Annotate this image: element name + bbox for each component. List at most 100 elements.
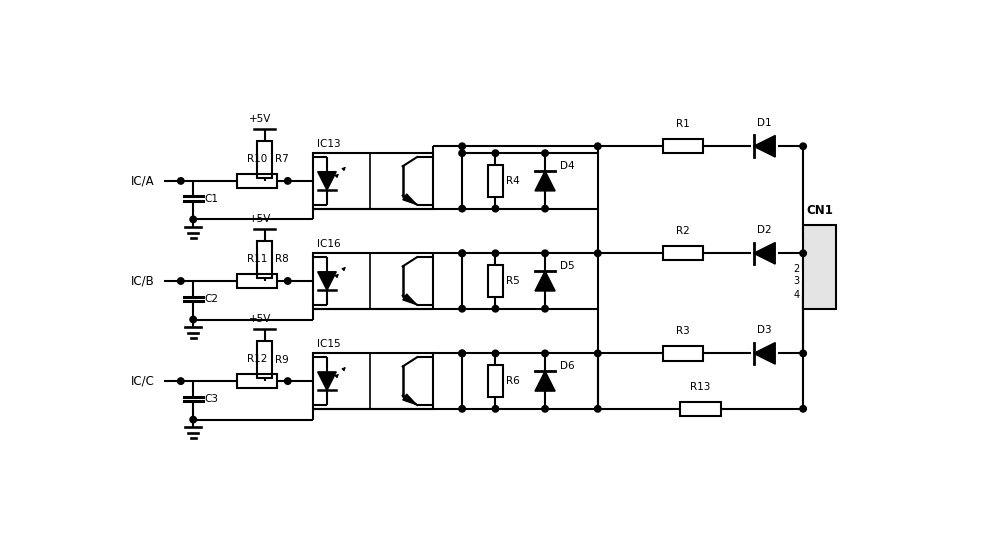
Text: N: N xyxy=(816,290,824,300)
Polygon shape xyxy=(403,294,416,305)
Circle shape xyxy=(178,378,184,384)
Text: IC13: IC13 xyxy=(317,138,341,149)
Polygon shape xyxy=(754,243,775,264)
Circle shape xyxy=(542,205,548,212)
Text: IC15: IC15 xyxy=(317,339,341,349)
Circle shape xyxy=(800,405,806,412)
Text: IC16: IC16 xyxy=(317,239,341,249)
Text: R10: R10 xyxy=(247,154,267,164)
Text: R12: R12 xyxy=(247,354,267,364)
Polygon shape xyxy=(403,194,416,204)
Text: B: B xyxy=(816,264,823,275)
Circle shape xyxy=(459,205,465,212)
Polygon shape xyxy=(403,394,416,404)
Circle shape xyxy=(284,178,291,184)
Text: A: A xyxy=(816,234,823,244)
Text: R1: R1 xyxy=(676,119,690,129)
Text: R5: R5 xyxy=(506,276,520,286)
Text: C: C xyxy=(816,276,823,286)
Circle shape xyxy=(190,216,196,223)
Polygon shape xyxy=(318,272,336,290)
Bar xyxy=(663,346,703,360)
Circle shape xyxy=(800,250,806,257)
Text: IC/B: IC/B xyxy=(131,275,155,288)
Circle shape xyxy=(492,205,499,212)
Circle shape xyxy=(542,150,548,156)
Polygon shape xyxy=(535,271,555,291)
Text: 2: 2 xyxy=(793,264,799,275)
Circle shape xyxy=(542,405,548,412)
Text: +5V: +5V xyxy=(249,214,271,224)
Bar xyxy=(803,225,836,308)
Text: R9: R9 xyxy=(275,355,289,365)
Circle shape xyxy=(459,405,465,412)
Bar xyxy=(237,374,277,388)
Text: R6: R6 xyxy=(506,376,520,386)
Bar xyxy=(313,153,433,209)
Text: +5V: +5V xyxy=(249,114,271,124)
Circle shape xyxy=(459,350,465,356)
Text: D5: D5 xyxy=(560,261,574,271)
Text: CN1: CN1 xyxy=(806,204,833,217)
Bar xyxy=(488,265,503,297)
Text: D6: D6 xyxy=(560,361,574,371)
Text: R4: R4 xyxy=(506,176,520,186)
Bar xyxy=(663,139,703,153)
Polygon shape xyxy=(318,372,336,390)
Circle shape xyxy=(594,143,601,149)
Bar xyxy=(313,253,433,308)
Circle shape xyxy=(800,350,806,356)
Bar xyxy=(488,165,503,197)
Text: C3: C3 xyxy=(205,394,219,404)
Bar xyxy=(313,353,433,409)
Circle shape xyxy=(459,143,465,149)
Bar xyxy=(237,174,277,188)
Polygon shape xyxy=(318,172,336,190)
Text: R7: R7 xyxy=(275,154,289,165)
Bar xyxy=(680,402,721,416)
Circle shape xyxy=(190,416,196,423)
Circle shape xyxy=(800,143,806,149)
Text: IC/C: IC/C xyxy=(131,374,155,387)
Circle shape xyxy=(459,150,465,156)
Polygon shape xyxy=(535,371,555,391)
Text: D4: D4 xyxy=(560,161,574,171)
Circle shape xyxy=(190,316,196,323)
Bar xyxy=(257,341,272,378)
Text: C1: C1 xyxy=(205,193,219,204)
Circle shape xyxy=(492,405,499,412)
Circle shape xyxy=(459,250,465,257)
Text: D2: D2 xyxy=(757,225,772,235)
Text: 3: 3 xyxy=(793,276,799,286)
Circle shape xyxy=(178,178,184,184)
Circle shape xyxy=(542,250,548,257)
Text: R8: R8 xyxy=(275,255,289,264)
Text: 4: 4 xyxy=(793,290,799,300)
Circle shape xyxy=(492,150,499,156)
Text: +5V: +5V xyxy=(249,314,271,324)
Circle shape xyxy=(178,278,184,284)
Circle shape xyxy=(492,306,499,312)
Text: D1: D1 xyxy=(757,118,772,128)
Polygon shape xyxy=(535,171,555,191)
Circle shape xyxy=(542,350,548,356)
Circle shape xyxy=(459,250,465,257)
Text: D3: D3 xyxy=(757,325,772,335)
Bar xyxy=(237,274,277,288)
Bar xyxy=(663,246,703,261)
Circle shape xyxy=(542,306,548,312)
Text: R3: R3 xyxy=(676,326,690,336)
Circle shape xyxy=(594,250,601,257)
Text: IC/A: IC/A xyxy=(131,174,155,187)
Text: R2: R2 xyxy=(676,226,690,236)
Text: R11: R11 xyxy=(247,254,267,264)
Circle shape xyxy=(594,350,601,356)
Text: C2: C2 xyxy=(205,294,219,304)
Bar xyxy=(257,141,272,178)
Polygon shape xyxy=(754,136,775,157)
Circle shape xyxy=(459,306,465,312)
Text: R13: R13 xyxy=(690,382,711,392)
Bar xyxy=(488,365,503,397)
Circle shape xyxy=(492,250,499,257)
Circle shape xyxy=(284,278,291,284)
